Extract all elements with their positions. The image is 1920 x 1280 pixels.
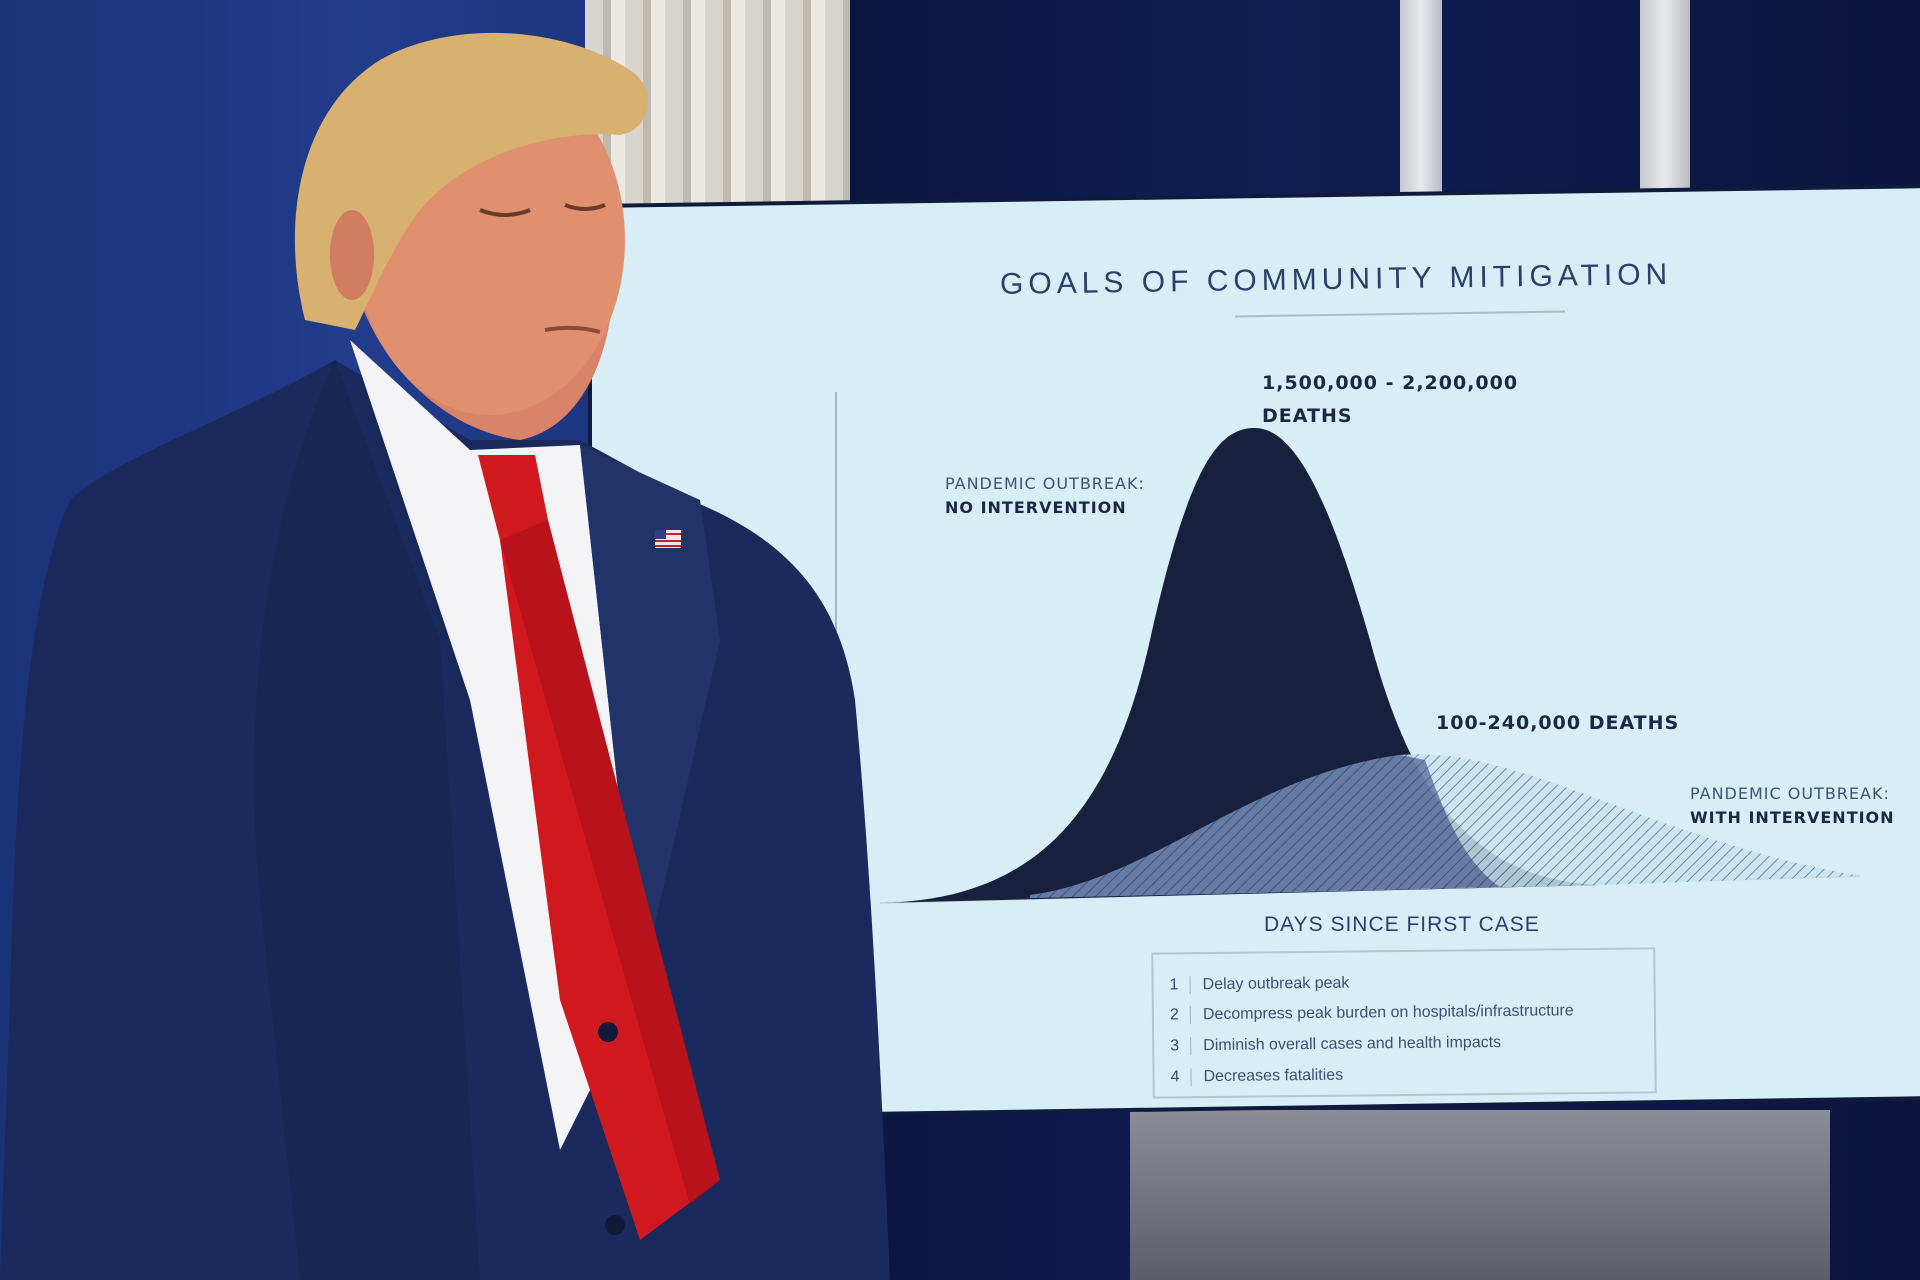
floor-panel [1130,1110,1830,1280]
peak-unit-label: DEATHS [1262,405,1353,427]
lapel [580,445,720,990]
suit-shadow [253,360,480,1280]
flag-pin-icon [655,530,681,548]
hair [294,32,649,331]
mouth [544,325,601,334]
no-intervention-label: PANDEMIC OUTBREAK: [945,474,1145,493]
no-intervention-label-bold: NO INTERVENTION [945,498,1127,517]
peak-value-label: 1,500,000 - 2,200,000 [1262,372,1519,394]
with-intervention-label-bold: WITH INTERVENTION [1690,808,1895,827]
overlap-region [1030,755,1500,898]
intervention-peak-label: 100-240,000 DEATHS [1436,712,1680,734]
closed-eye [479,208,531,217]
tie-shadow [500,520,720,1205]
ear [330,210,374,300]
x-axis-label: DAYS SINCE FIRST CASE [1264,913,1540,936]
suit-button [605,1215,625,1235]
suit-button [598,1022,618,1042]
pillar [1400,0,1442,230]
closed-eye [564,203,606,211]
with-intervention-label: PANDEMIC OUTBREAK: [1690,784,1890,803]
